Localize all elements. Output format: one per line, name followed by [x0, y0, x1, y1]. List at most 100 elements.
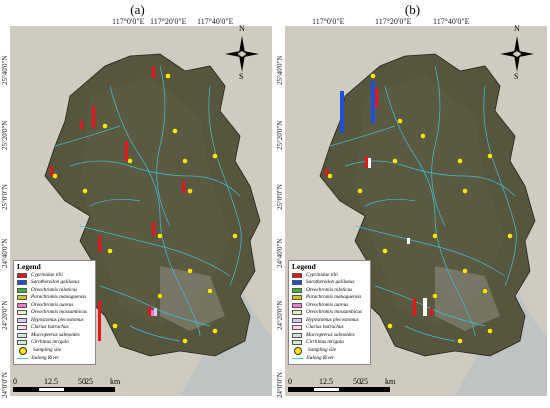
legend-item-label: Parachromis managuensis — [31, 294, 87, 300]
lat-label: 24°40'0"N — [276, 238, 284, 268]
legend-site: Sampling site — [17, 346, 92, 355]
legend-swatch — [292, 280, 302, 286]
legend-item: Macropterus salmoides — [17, 332, 92, 340]
legend-swatch — [17, 280, 27, 286]
lon-label: 117°40'0"E — [197, 17, 234, 26]
legend-item-label: Cyprinidae tilii — [306, 271, 338, 278]
legend-swatch — [292, 332, 302, 338]
scalebar-b: 0 12.5 25 50 km — [288, 377, 408, 392]
lat-label: 24°20'0"N — [276, 300, 284, 330]
lat-label: 24°20'0"N — [1, 300, 9, 330]
legend-item: Oreochromis aureus — [17, 302, 92, 310]
legend-river: Jiulong River — [17, 355, 92, 363]
legend-item: Oreochromis aureus — [292, 302, 367, 310]
sampling-site-icon — [19, 346, 27, 355]
legend-swatch — [17, 332, 27, 338]
compass-n: N — [514, 24, 520, 33]
legend-item: Oreochromis mossambicus — [292, 309, 367, 317]
legend-item: Hypostomus plecostomus — [292, 317, 367, 325]
legend-item-label: Oreochromis aureus — [31, 301, 74, 308]
map-panel-a: (a) 117°0'0"E 117°20'0"E 117°40'0"E 25°4… — [1, 2, 272, 398]
legend-swatch — [17, 287, 27, 293]
legend-swatch — [292, 287, 302, 293]
lon-label: 117°20'0"E — [375, 17, 412, 26]
scalebar-a: 0 12.5 25 50 km — [13, 377, 133, 392]
legend-swatch — [292, 340, 302, 346]
legend-item-label: Hypostomus plecostomus — [306, 316, 359, 323]
legend-swatch — [17, 295, 27, 301]
panel-label-a: (a) — [130, 2, 145, 17]
legend-a: Legend Cyprinidae tilii Sarotherodon gali… — [13, 260, 96, 365]
legend-swatch — [17, 340, 27, 346]
legend-item: Sarotherodon galilaeus — [17, 279, 92, 287]
legend-item-label: Oreochromis mossambicus — [31, 309, 87, 315]
legend-item-label: Macropterus salmoides — [31, 331, 80, 338]
legend-item: Hypostomus plecostomus — [17, 317, 92, 325]
legend-swatch — [292, 295, 302, 301]
legend-title: Legend — [292, 262, 316, 271]
legend-item-label: Clarias batrachus — [31, 324, 69, 330]
lat-label: 24°0'0"N — [276, 372, 284, 398]
lon-label: 117°20'0"E — [150, 17, 187, 26]
legend-swatch — [292, 302, 302, 308]
river-line-icon — [17, 357, 28, 359]
legend-item: Oreochromis niloticus — [17, 287, 92, 295]
legend-site: Sampling site — [292, 346, 367, 355]
legend-swatch — [17, 317, 27, 323]
legend-item-label: Oreochromis aureus — [306, 301, 349, 308]
legend-river: Jiulong River — [292, 355, 367, 363]
legend-item: Clarias batrachus — [17, 324, 92, 332]
legend-item: Cirrhinus mrigala — [292, 339, 367, 347]
legend-item-label: Sarotherodon galilaeus — [31, 279, 80, 285]
panel-label-b: (b) — [404, 2, 421, 17]
legend-swatch — [17, 310, 27, 316]
legend-item: Oreochromis niloticus — [292, 287, 367, 295]
legend-item-label: Cirrhinus mrigala — [306, 339, 344, 345]
lat-label: 25°0'0"N — [1, 184, 9, 210]
legend-item-label: Cirrhinus mrigala — [31, 339, 69, 345]
legend-title: Legend — [17, 262, 41, 271]
lon-label: 117°0'0"E — [112, 17, 145, 26]
legend-swatch — [17, 302, 27, 308]
legend-item: Macropterus salmoides — [292, 332, 367, 340]
lat-label: 24°40'0"N — [1, 238, 9, 268]
compass-s: S — [239, 72, 244, 81]
legend-item: Oreochromis mossambicus — [17, 309, 92, 317]
legend-item-label: Hypostomus plecostomus — [31, 316, 84, 323]
legend-item: Cyprinidae tilii — [292, 272, 367, 280]
lat-label: 25°40'0"N — [1, 55, 9, 85]
legend-swatch — [17, 272, 27, 278]
legend-b: Legend Cyprinidae tilii Sarotherodon gali… — [288, 260, 371, 365]
legend-swatch — [292, 272, 302, 278]
legend-swatch — [17, 325, 27, 331]
legend-item: Cirrhinus mrigala — [17, 339, 92, 347]
legend-swatch — [292, 325, 302, 331]
map-panel-b: (b) 117°0'0"E 117°20'0"E 117°40'0"E 25°4… — [275, 0, 550, 408]
legend-item-label: Oreochromis niloticus — [31, 286, 78, 293]
legend-item-label: Parachromis managuensis — [306, 294, 362, 300]
lon-label: 117°0'0"E — [312, 17, 345, 26]
lat-label: 25°0'0"N — [276, 184, 284, 210]
legend-item-label: Oreochromis niloticus — [306, 286, 353, 293]
legend-items: Cyprinidae tilii Sarotherodon galilaeus Or… — [292, 272, 367, 347]
compass-s: S — [514, 72, 519, 81]
legend-item-label: Clarias batrachus — [306, 324, 344, 330]
lat-label: 25°20'0"N — [1, 120, 9, 150]
legend-item-label: Sarotherodon galilaeus — [306, 279, 355, 285]
lat-label: 24°0'0"N — [1, 372, 9, 398]
legend-item-label: Cyprinidae tilii — [31, 271, 63, 278]
legend-item: Parachromis managuensis — [292, 294, 367, 302]
legend-swatch — [292, 310, 302, 316]
legend-item: Clarias batrachus — [292, 324, 367, 332]
legend-item: Sarotherodon galilaeus — [292, 279, 367, 287]
legend-item-label: Macropterus salmoides — [306, 331, 355, 338]
compass-icon — [225, 36, 259, 72]
lat-label: 25°20'0"N — [276, 120, 284, 150]
compass-n: N — [239, 24, 245, 33]
basemap-b — [285, 26, 547, 396]
legend-item: Parachromis managuensis — [17, 294, 92, 302]
lat-label: 25°40'0"N — [276, 55, 284, 85]
compass-icon — [500, 36, 534, 72]
sampling-site-icon — [294, 346, 302, 355]
legend-swatch — [292, 317, 302, 323]
